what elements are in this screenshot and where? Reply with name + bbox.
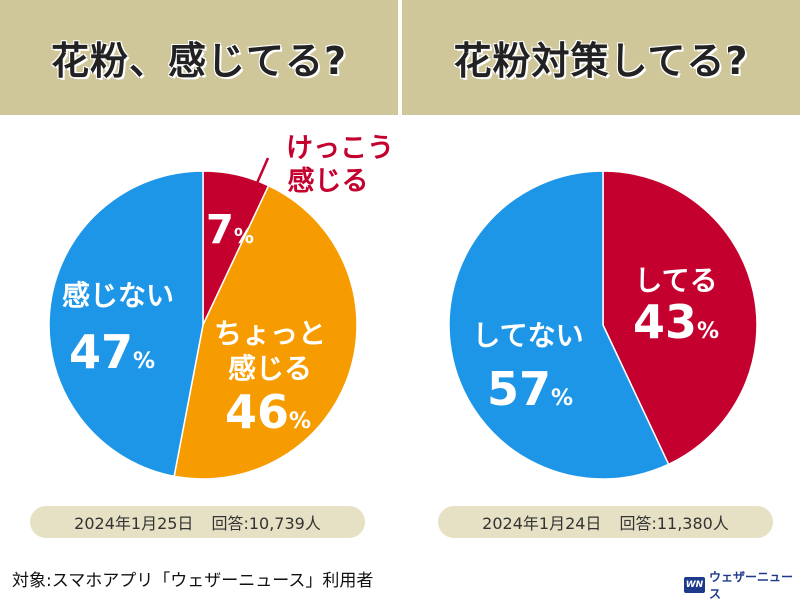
kekkou-pct-sign: %: [234, 224, 254, 248]
right-header-title: 花粉対策してる?: [453, 39, 749, 83]
left-survey-responses: 回答:10,739人: [211, 514, 321, 533]
right-survey-info: 2024年1月24日 回答:11,380人: [438, 506, 773, 538]
label-kekkou-line2: 感じる: [288, 165, 369, 197]
shitenai-pct-value: 57: [487, 362, 551, 416]
left-survey-info: 2024年1月25日 回答:10,739人: [30, 506, 365, 538]
right-survey-responses: 回答:11,380人: [619, 514, 729, 533]
footer-note: 対象:スマホアプリ「ウェザーニュース」利用者: [12, 571, 374, 591]
left-header-title: 花粉、感じてる?: [50, 39, 348, 83]
kekkou-pct-value: 7: [206, 207, 234, 253]
weathernews-logo: WN ウェザーニュース: [684, 568, 800, 602]
label-chotto-pct: 46%: [225, 385, 311, 439]
chotto-pct-value: 46: [225, 385, 289, 439]
label-chotto-line2: 感じる: [228, 352, 312, 385]
chotto-pct-sign: %: [289, 409, 311, 434]
label-chotto-line1: ちょっと: [214, 317, 326, 350]
left-pie-slice-1: [173, 184, 358, 480]
header-divider: [398, 0, 402, 115]
label-kanjinai: 感じない: [62, 279, 174, 312]
right-pie-slice-0: [602, 170, 758, 466]
label-shitenai: してない: [472, 319, 583, 352]
left-pie-chart: [48, 170, 358, 480]
label-kekkou-pct: 7%: [206, 207, 254, 253]
left-header: 花粉、感じてる?: [0, 0, 398, 115]
left-survey-date: 2024年1月25日: [74, 514, 194, 533]
right-survey-date: 2024年1月24日: [482, 514, 602, 533]
shiteru-pct-value: 43: [633, 295, 697, 349]
right-pie-slice-1: [448, 170, 670, 480]
label-shiteru: してる: [634, 264, 717, 297]
right-pie-chart: [448, 170, 758, 480]
kanjinai-pct-value: 47: [69, 325, 133, 379]
label-shitenai-pct: 57%: [487, 362, 573, 416]
kanjinai-pct-sign: %: [133, 349, 155, 374]
right-header: 花粉対策してる?: [402, 0, 800, 115]
shitenai-pct-sign: %: [551, 386, 573, 411]
left-pie-slice-2: [48, 170, 204, 478]
shiteru-pct-sign: %: [697, 319, 719, 344]
weathernews-logo-text: ウェザーニュース: [708, 570, 793, 601]
weathernews-logo-icon: WN: [684, 577, 705, 593]
label-kekkou-line1: けっこう: [286, 133, 394, 164]
label-shiteru-pct: 43%: [633, 295, 719, 349]
label-kanjinai-pct: 47%: [69, 325, 155, 379]
kekkou-leader-line: [252, 157, 270, 191]
